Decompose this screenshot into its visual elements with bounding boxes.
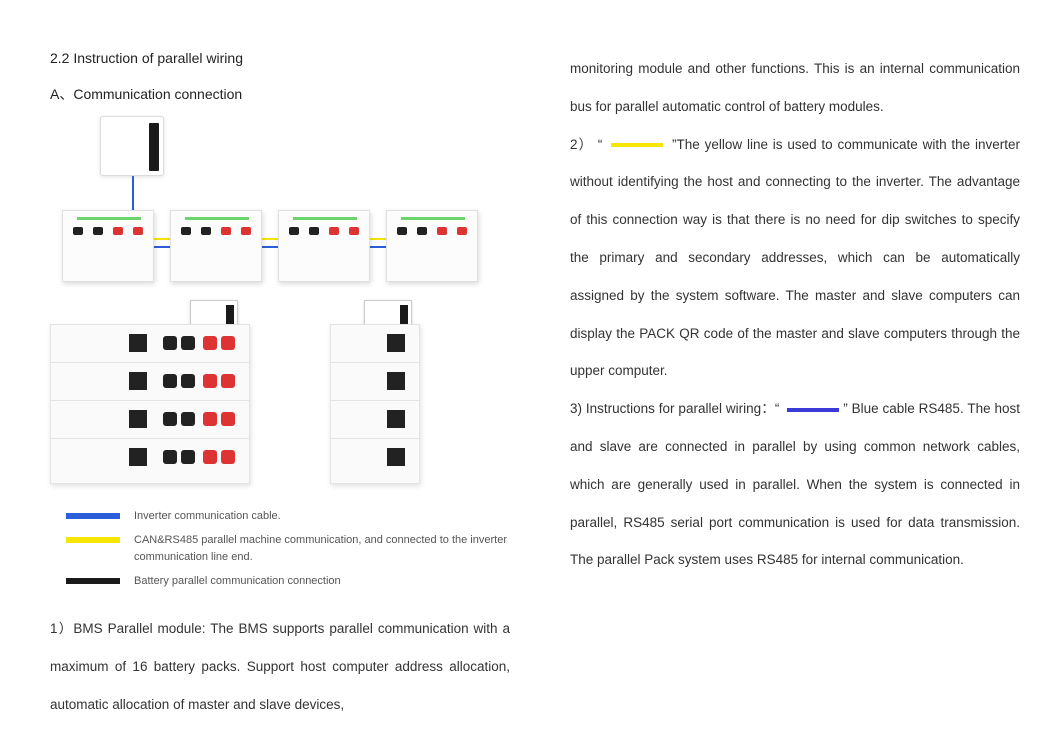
paragraph-3: 3) Instructions for parallel wiring：“ ” … — [570, 390, 1020, 579]
section-title: 2.2 Instruction of parallel wiring — [50, 50, 510, 66]
battery-unit — [278, 210, 370, 282]
legend-text-yellow: CAN&RS485 parallel machine communication… — [134, 532, 510, 567]
battery-stack-narrow — [330, 324, 420, 484]
battery-unit — [62, 210, 154, 282]
inline-yellow-swatch — [611, 143, 663, 147]
legend-swatch-yellow — [66, 537, 120, 543]
wiring-diagram-stacked — [50, 300, 510, 486]
legend-text-black: Battery parallel communication connectio… — [134, 573, 341, 591]
p3-prefix: 3) Instructions for parallel wiring：“ — [570, 401, 783, 416]
battery-stack — [50, 324, 250, 484]
wiring-diagram-horizontal — [50, 116, 510, 286]
subsection-a-title: A、Communication connection — [50, 84, 510, 104]
legend-swatch-blue — [66, 513, 120, 519]
legend-row-yellow: CAN&RS485 parallel machine communication… — [66, 532, 510, 567]
legend-text-blue: Inverter communication cable. — [134, 508, 281, 526]
p2-prefix: 2） “ — [570, 137, 607, 152]
paragraph-2: 2） “ ”The yellow line is used to communi… — [570, 126, 1020, 391]
p3-body: ” Blue cable RS485. The host and slave a… — [570, 401, 1020, 567]
paragraph-1: 1）BMS Parallel module: The BMS supports … — [50, 610, 510, 723]
inverter-icon — [100, 116, 164, 176]
paragraph-continuation: monitoring module and other functions. T… — [570, 50, 1020, 126]
inline-blue-swatch — [787, 408, 839, 412]
p2-body: ”The yellow line is used to communicate … — [570, 137, 1020, 379]
legend: Inverter communication cable. CAN&RS485 … — [50, 508, 510, 596]
battery-unit — [170, 210, 262, 282]
legend-row-black: Battery parallel communication connectio… — [66, 573, 510, 591]
battery-unit — [386, 210, 478, 282]
legend-swatch-black — [66, 578, 120, 584]
legend-row-blue: Inverter communication cable. — [66, 508, 510, 526]
